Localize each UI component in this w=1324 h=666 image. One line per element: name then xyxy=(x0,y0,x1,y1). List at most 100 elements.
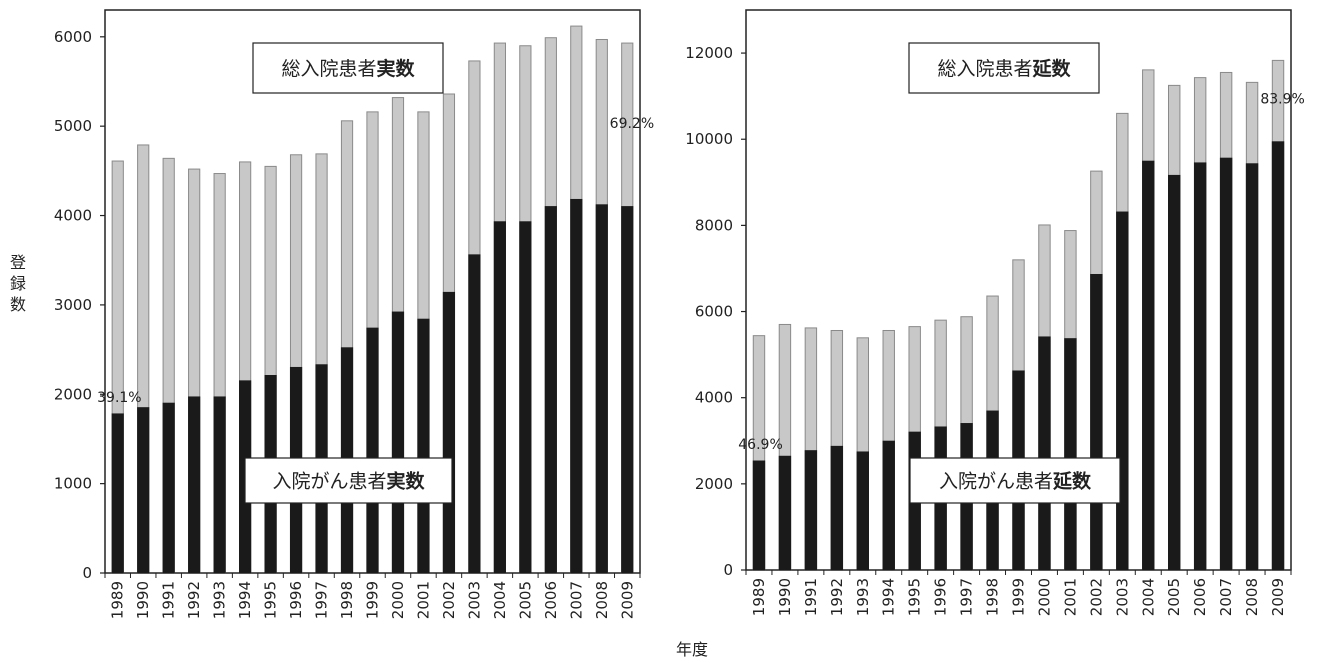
bar-cancer xyxy=(856,451,869,571)
y-tick-label: 2000 xyxy=(695,475,733,493)
x-tick-label: 1999 xyxy=(1010,578,1028,616)
percent-annotation: 83.9% xyxy=(1260,91,1304,107)
bar-cancer xyxy=(1271,141,1285,571)
x-tick-label: 2002 xyxy=(440,581,458,619)
bar-cancer xyxy=(1038,336,1051,571)
x-tick-label: 1989 xyxy=(109,581,127,619)
bar-cancer xyxy=(752,460,766,571)
x-tick-label: 1993 xyxy=(211,581,229,619)
x-tick-label: 1990 xyxy=(134,581,152,619)
y-tick-label: 6000 xyxy=(695,303,733,321)
bar-cancer xyxy=(1090,273,1103,571)
y-tick-label: 0 xyxy=(723,561,733,579)
bar-cancer xyxy=(519,221,532,574)
x-tick-label: 1995 xyxy=(906,578,924,616)
bar-cancer xyxy=(493,221,506,574)
x-tick-label: 1997 xyxy=(958,578,976,616)
y-tick-label: 12000 xyxy=(685,44,733,62)
percent-annotation: 46.9% xyxy=(738,437,782,453)
x-tick-label: 1997 xyxy=(313,581,331,619)
x-axis-label: 年度 xyxy=(676,640,708,659)
x-tick-label: 2006 xyxy=(1191,578,1209,616)
bar-cancer xyxy=(830,445,844,571)
bar-cancer xyxy=(1219,157,1233,571)
bar-cancer xyxy=(417,318,430,574)
bar-cancer xyxy=(1142,160,1155,571)
percent-annotation: 39.1% xyxy=(97,390,141,406)
x-tick-label: 2007 xyxy=(1217,578,1235,616)
x-tick-label: 1990 xyxy=(776,578,794,616)
bar-cancer xyxy=(544,206,557,574)
x-tick-label: 2001 xyxy=(1061,578,1079,616)
y-tick-label: 8000 xyxy=(695,216,733,234)
x-tick-label: 2001 xyxy=(414,581,432,619)
x-tick-label: 1992 xyxy=(185,581,203,619)
x-tick-label: 2009 xyxy=(618,581,636,619)
x-tick-label: 2009 xyxy=(1269,578,1287,616)
x-tick-label: 2004 xyxy=(1139,578,1157,616)
legend-cancer-label-box xyxy=(909,457,1121,504)
bar-cancer xyxy=(366,327,379,574)
percent-annotation: 69.2% xyxy=(610,116,654,132)
x-tick-label: 2006 xyxy=(542,581,560,619)
x-tick-label: 1991 xyxy=(802,578,820,616)
bar-cancer xyxy=(595,204,608,574)
x-tick-label: 1999 xyxy=(364,581,382,619)
x-tick-label: 2008 xyxy=(1243,578,1261,616)
x-tick-label: 2005 xyxy=(516,581,534,619)
x-tick-label: 1998 xyxy=(338,581,356,619)
bar-cancer xyxy=(1193,162,1207,571)
x-tick-label: 1991 xyxy=(160,581,178,619)
y-axis-label: 登録数 xyxy=(10,253,26,314)
x-tick-label: 2004 xyxy=(491,581,509,619)
bar-cancer xyxy=(213,396,226,574)
y-tick-label: 4000 xyxy=(695,389,733,407)
bar-cancer xyxy=(570,198,583,574)
bar-cancer xyxy=(391,311,405,574)
x-tick-label: 1992 xyxy=(828,578,846,616)
x-tick-label: 1989 xyxy=(750,578,768,616)
y-tick-label: 1000 xyxy=(54,475,92,493)
chart-panel-inpatient-days: 0 2000 4000 6000 8000 10000 12000 1989 1990 1991 1… xyxy=(685,9,1305,616)
bar-cancer xyxy=(804,450,818,571)
x-tick-label: 1994 xyxy=(236,581,254,619)
bar-cancer xyxy=(111,413,124,574)
y-tick-label: 4000 xyxy=(54,207,92,225)
bar-cancer xyxy=(882,440,895,571)
bar-cancer xyxy=(1168,174,1181,571)
bar-cancer xyxy=(162,402,175,574)
bar-cancer xyxy=(1064,338,1077,571)
x-tick-label: 1994 xyxy=(880,578,898,616)
x-tick-label: 1995 xyxy=(262,581,280,619)
legend-total-label-box xyxy=(908,42,1100,94)
bar-cancer xyxy=(468,254,481,574)
y-tick-label: 5000 xyxy=(54,117,92,135)
bar-cancer xyxy=(137,407,150,574)
bar-cancer xyxy=(1116,211,1129,571)
y-tick-label: 6000 xyxy=(54,28,92,46)
bar-cancer xyxy=(621,206,634,574)
chart-panel-inpatient-count: 0 1000 2000 3000 4000 5000 6000 1989 1990 1991 199… xyxy=(54,9,654,619)
legend-total-label-box xyxy=(252,42,444,94)
x-tick-label: 2000 xyxy=(1035,578,1053,616)
x-tick-label: 2005 xyxy=(1165,578,1183,616)
legend-cancer-label: 入院がん患者延数 xyxy=(939,470,1092,493)
y-tick-label: 3000 xyxy=(54,296,92,314)
x-tick-label: 2002 xyxy=(1087,578,1105,616)
x-tick-label: 2003 xyxy=(1113,578,1131,616)
bar-cancer xyxy=(442,291,456,574)
legend-total-label: 総入院患者延数 xyxy=(937,57,1071,80)
bar-cancer xyxy=(778,455,792,571)
bar-cancer xyxy=(188,396,201,574)
legend-cancer-label: 入院がん患者実数 xyxy=(272,470,425,493)
x-tick-label: 2008 xyxy=(593,581,611,619)
x-tick-label: 1998 xyxy=(984,578,1002,616)
y-tick-label: 0 xyxy=(82,564,92,582)
bar-cancer xyxy=(1245,163,1259,571)
legend-total-label: 総入院患者実数 xyxy=(281,57,415,80)
legend-cancer-label-box xyxy=(244,457,453,504)
x-tick-label: 2000 xyxy=(389,581,407,619)
x-tick-label: 2003 xyxy=(465,581,483,619)
y-tick-label: 10000 xyxy=(685,130,733,148)
